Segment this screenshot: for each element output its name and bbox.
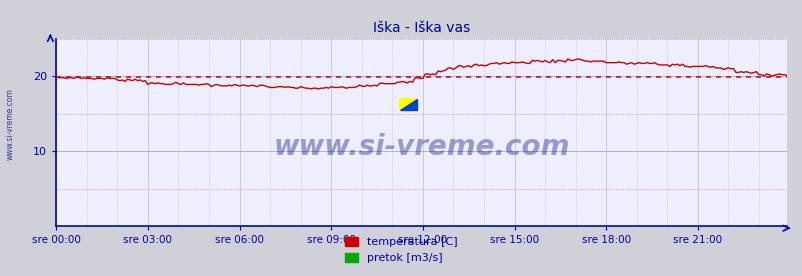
Text: www.si-vreme.com: www.si-vreme.com [6, 88, 15, 160]
Polygon shape [399, 99, 417, 110]
Text: www.si-vreme.com: www.si-vreme.com [273, 134, 569, 161]
Polygon shape [399, 99, 417, 110]
Legend: temperatura [C], pretok [m3/s]: temperatura [C], pretok [m3/s] [340, 232, 462, 268]
Title: Iška - Iška vas: Iška - Iška vas [372, 21, 470, 35]
